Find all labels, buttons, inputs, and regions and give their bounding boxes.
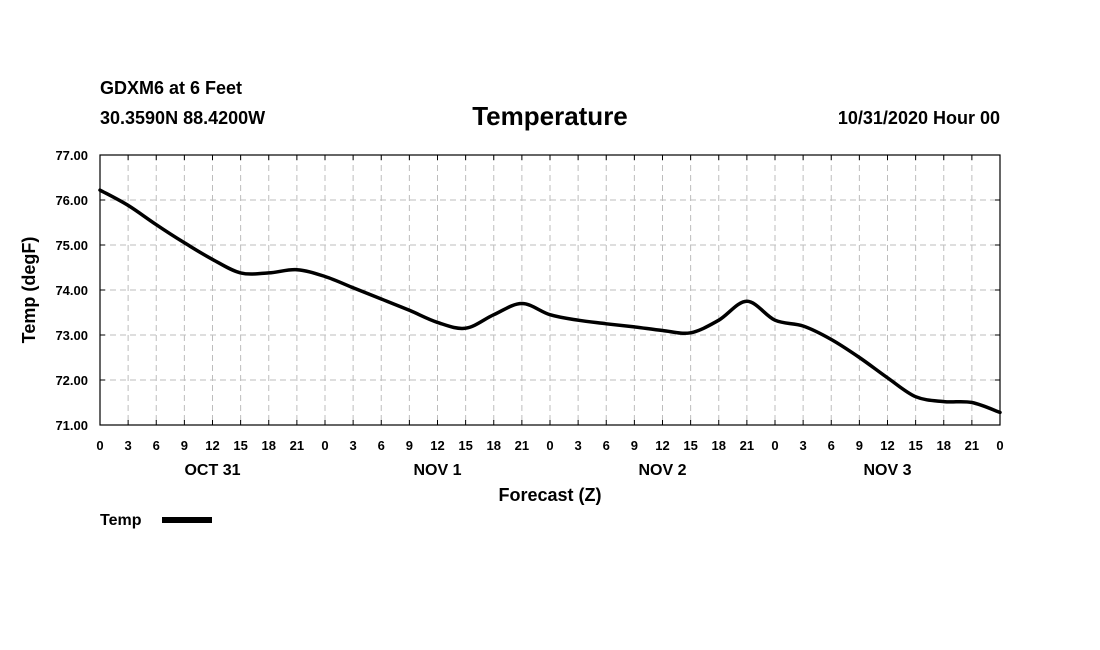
y-tick-label: 74.00	[55, 283, 88, 298]
x-tick-label: 18	[937, 438, 951, 453]
x-tick-label: 3	[350, 438, 357, 453]
x-tick-label: 12	[655, 438, 669, 453]
day-labels: OCT 31 NOV 1 NOV 2 NOV 3	[184, 462, 911, 479]
x-tick-label: 15	[458, 438, 472, 453]
x-tick-label: 0	[996, 438, 1003, 453]
coordinates-label: 30.3590N 88.4200W	[100, 108, 265, 128]
chart-title: Temperature	[472, 101, 628, 131]
day-label: NOV 2	[638, 462, 686, 479]
day-label: OCT 31	[184, 462, 240, 479]
x-tick-label: 6	[828, 438, 835, 453]
series-group	[98, 188, 1002, 415]
y-tick-label: 77.00	[55, 148, 88, 163]
x-tick-label: 6	[153, 438, 160, 453]
x-tick-label: 18	[262, 438, 276, 453]
legend-label: Temp	[100, 512, 142, 529]
x-tick-label: 15	[908, 438, 922, 453]
x-tick-label: 9	[406, 438, 413, 453]
temp-series-line	[98, 188, 1002, 415]
x-tick-label: 6	[603, 438, 610, 453]
x-tick-label: 12	[430, 438, 444, 453]
day-label: NOV 3	[863, 462, 911, 479]
y-axis-tick-labels: 71.00 72.00 73.00 74.00 75.00 76.00 77.00	[55, 148, 88, 433]
y-axis-title: Temp (degF)	[19, 237, 39, 344]
x-tick-label: 18	[712, 438, 726, 453]
x-tick-label: 0	[546, 438, 553, 453]
x-tick-label: 0	[771, 438, 778, 453]
x-tick-label: 0	[321, 438, 328, 453]
x-tick-label: 21	[740, 438, 754, 453]
y-tick-label: 75.00	[55, 238, 88, 253]
x-tick-label: 9	[856, 438, 863, 453]
x-tick-label: 12	[205, 438, 219, 453]
legend: Temp	[100, 512, 212, 529]
x-tick-label: 12	[880, 438, 894, 453]
x-tick-label: 15	[683, 438, 697, 453]
x-tick-label: 15	[233, 438, 247, 453]
x-tick-label: 21	[290, 438, 304, 453]
x-tick-label: 21	[965, 438, 979, 453]
issued-time-label: 10/31/2020 Hour 00	[838, 108, 1000, 128]
x-tick-label: 0	[96, 438, 103, 453]
y-tick-label: 73.00	[55, 328, 88, 343]
plot-area-frame	[99, 154, 1001, 426]
x-tick-label: 21	[515, 438, 529, 453]
y-tick-label: 72.00	[55, 373, 88, 388]
x-axis-tick-labels: 0 3 6 9 12 15 18 21 0 3 6 9 12 15 18 21 0 3 6 9 12 15 18 21 0 3 6 9…	[96, 438, 1003, 453]
day-label: NOV 1	[413, 462, 461, 479]
x-tick-label: 6	[378, 438, 385, 453]
x-tick-label: 3	[800, 438, 807, 453]
x-tick-label: 9	[181, 438, 188, 453]
y-tick-label: 76.00	[55, 193, 88, 208]
x-axis-title: Forecast (Z)	[498, 485, 601, 505]
x-tick-label: 18	[487, 438, 501, 453]
grid-lines	[100, 155, 1000, 425]
x-tick-label: 9	[631, 438, 638, 453]
x-tick-label: 3	[125, 438, 132, 453]
x-tick-label: 3	[575, 438, 582, 453]
station-label: GDXM6 at 6 Feet	[100, 78, 242, 98]
y-tick-label: 71.00	[55, 418, 88, 433]
